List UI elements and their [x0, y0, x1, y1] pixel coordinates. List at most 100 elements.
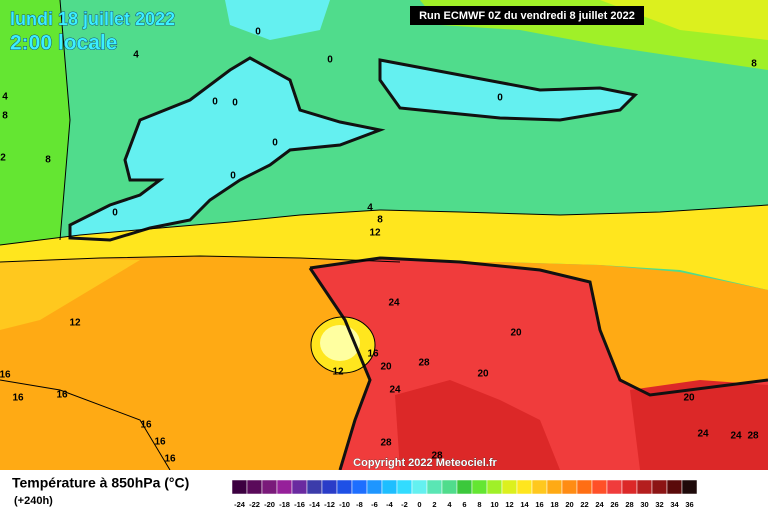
scale-swatch	[591, 479, 608, 495]
scale-label: 14	[520, 500, 529, 509]
scale-swatch	[366, 479, 383, 495]
scale-label: 26	[610, 500, 618, 509]
scale-swatch	[546, 479, 563, 495]
scale-swatch	[411, 479, 428, 495]
scale-swatch	[276, 479, 293, 495]
contour-sixteen	[0, 379, 171, 471]
contour-label: 8	[45, 155, 51, 166]
scale-label: 8	[477, 500, 481, 509]
contour-label: 16	[140, 420, 152, 431]
contour-label: 8	[377, 215, 383, 226]
contour-label: 28	[380, 438, 392, 449]
scale-label: 18	[550, 500, 558, 509]
contour-label: 8	[751, 59, 757, 70]
map-field	[0, 0, 768, 470]
contour-label: 28	[418, 358, 430, 369]
scale-label: -2	[401, 500, 408, 509]
contour-label: 16	[56, 390, 68, 401]
scale-swatch	[471, 479, 488, 495]
footer-lead: (+240h)	[14, 495, 53, 507]
scale-swatch	[261, 479, 278, 495]
run-info: Run ECMWF 0Z du vendredi 8 juillet 2022	[419, 10, 635, 22]
scale-swatch	[231, 479, 248, 495]
scale-swatch	[606, 479, 623, 495]
scale-swatch	[576, 479, 593, 495]
scale-swatch	[456, 479, 473, 495]
contour-label: 16	[12, 393, 24, 404]
contour-label: 0	[255, 27, 261, 38]
contour-label: 20	[510, 328, 522, 339]
scale-label: 36	[685, 500, 693, 509]
contour-label: 24	[389, 385, 401, 396]
scale-label: 28	[625, 500, 633, 509]
scale-swatch	[561, 479, 578, 495]
scale-label: -14	[309, 500, 321, 509]
contour-label: 24	[697, 429, 709, 440]
scale-swatch	[336, 479, 353, 495]
contour-label: 4	[2, 92, 8, 103]
contour-twelve-blob	[310, 316, 376, 374]
scale-label: 16	[535, 500, 543, 509]
contour-four	[59, 0, 71, 241]
contour-label: 8	[2, 111, 8, 122]
scale-swatch	[306, 479, 323, 495]
copyright: Copyright 2022 Meteociel.fr	[353, 457, 497, 469]
scale-label: 20	[565, 500, 573, 509]
scale-swatch	[246, 479, 263, 495]
scale-label: 4	[447, 500, 452, 509]
contour-label: 0	[230, 171, 236, 182]
scale-label: 2	[432, 500, 436, 509]
contour-twenty-west	[308, 267, 372, 471]
contour-label: 0	[232, 98, 238, 109]
contour-label: 12	[369, 228, 381, 239]
field-cold-arctic	[380, 60, 635, 120]
contour-label: 12	[69, 318, 81, 329]
scale-swatch	[381, 479, 398, 495]
scale-label: 32	[655, 500, 663, 509]
contour-label: 16	[164, 454, 176, 465]
scale-swatch	[396, 479, 413, 495]
contour-label: 16	[0, 370, 11, 381]
scale-label: 22	[580, 500, 588, 509]
contour-label: 0	[272, 138, 278, 149]
contour-label: 16	[154, 437, 166, 448]
scale-label: -10	[339, 500, 350, 509]
contour-label: 28	[431, 451, 443, 462]
scale-swatch	[651, 479, 668, 495]
scale-label: -22	[249, 500, 260, 509]
contour-label: 20	[477, 369, 489, 380]
scale-label: 12	[505, 500, 513, 509]
contour-label: 24	[730, 431, 742, 442]
contour-eight	[0, 204, 768, 246]
scale-swatch	[486, 479, 503, 495]
field-yellow-band	[0, 205, 768, 290]
scale-swatch	[291, 479, 308, 495]
contour-label: 28	[747, 431, 759, 442]
contour-label: 12	[332, 367, 344, 378]
contour-label: 0	[497, 93, 503, 104]
color-scale: -24 -22 -20 -18 -16 -14 -12 -10 -8 -6 -4 -2 0 2 4 6 8 10 1…	[231, 479, 698, 509]
scale-swatch	[426, 479, 443, 495]
field-orange-light	[0, 258, 140, 330]
map-time: 2:00 locale	[10, 32, 117, 55]
contour-label: 0	[212, 97, 218, 108]
footer-title: Température à 850hPa (°C)	[12, 475, 189, 491]
scale-swatch	[531, 479, 548, 495]
contour-zero-greenland	[68, 56, 386, 242]
scale-label: -24	[234, 500, 246, 509]
contour-zero-arctic	[378, 58, 639, 122]
scale-swatch	[441, 479, 458, 495]
contour-label: 20	[380, 362, 392, 373]
field-west	[0, 0, 70, 250]
field-darkred	[395, 380, 560, 470]
scale-label: -6	[371, 500, 378, 509]
contour-label: 0	[112, 208, 118, 219]
scale-swatch	[681, 479, 698, 495]
scale-label: -8	[356, 500, 363, 509]
scale-label: -4	[386, 500, 393, 509]
contours	[0, 0, 768, 471]
map-date: lundi 18 juillet 2022	[10, 9, 175, 29]
scale-label: -12	[324, 500, 335, 509]
